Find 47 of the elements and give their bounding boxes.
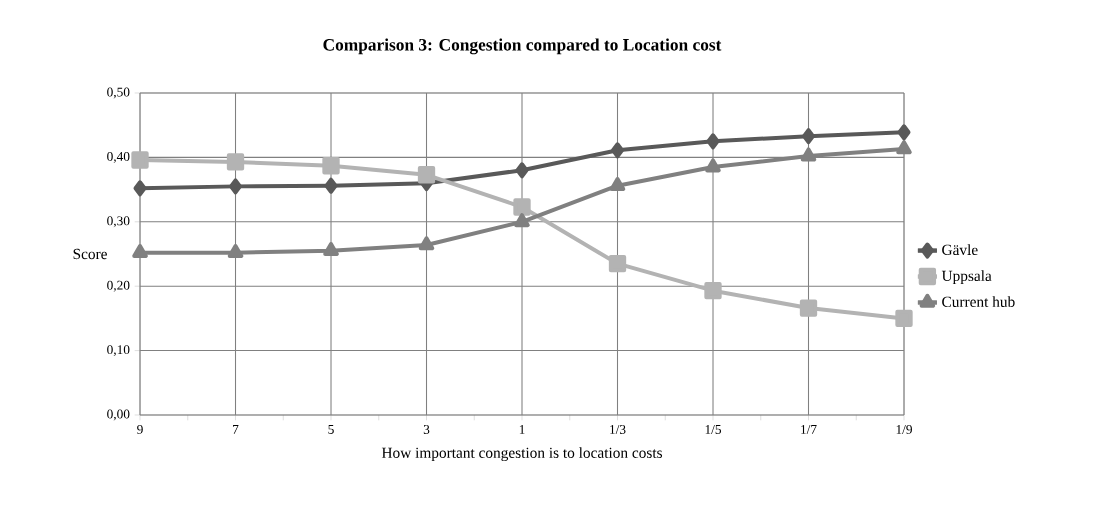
- point: [704, 282, 722, 300]
- point: [229, 178, 243, 195]
- point: [705, 158, 721, 173]
- point: [515, 162, 529, 179]
- y-axis-title: Score: [73, 248, 107, 260]
- y-tick-label: 0,50: [107, 87, 130, 99]
- point: [324, 177, 338, 194]
- point: [895, 309, 913, 328]
- x-tick-label: 3: [423, 425, 430, 434]
- point: [897, 124, 911, 141]
- point: [418, 236, 435, 251]
- x-axis-title: How important congestion is to location costs: [381, 447, 663, 462]
- y-tick-label: 0,30: [107, 216, 130, 228]
- x-tick-label: 7: [233, 425, 239, 434]
- y-tick-label: 0,10: [107, 345, 130, 357]
- point: [609, 177, 626, 192]
- point: [799, 299, 818, 317]
- x-tick-label: 1/5: [705, 425, 722, 434]
- point: [800, 147, 817, 162]
- point: [131, 151, 149, 169]
- chart-title: Comparison 3: Congestion compared to Location cost: [323, 38, 722, 55]
- point: [132, 244, 148, 259]
- x-tick-label: 1/3: [610, 425, 626, 434]
- x-tick-label: 5: [328, 425, 334, 434]
- point: [417, 166, 436, 184]
- legend-label: Uppsala: [941, 270, 992, 285]
- point: [706, 133, 720, 150]
- legend-label: Current hub: [942, 296, 1015, 307]
- point: [323, 242, 339, 257]
- point: [133, 180, 147, 197]
- point: [608, 254, 627, 273]
- x-tick-label: 9: [137, 425, 143, 434]
- legend-label: Gävle: [942, 244, 978, 256]
- x-tick-label: 1/7: [801, 425, 817, 434]
- point: [226, 153, 245, 171]
- point: [611, 142, 625, 159]
- y-tick-label: 0,00: [107, 409, 130, 421]
- x-tick-label: 1/9: [896, 425, 912, 434]
- point: [227, 244, 244, 259]
- point: [322, 157, 340, 175]
- point: [896, 140, 912, 155]
- point: [802, 128, 815, 145]
- point: [514, 213, 530, 228]
- y-tick-label: 0,40: [107, 151, 130, 163]
- point: [513, 198, 531, 216]
- y-tick-label: 0,20: [107, 280, 130, 292]
- x-tick-label: 1: [519, 425, 525, 434]
